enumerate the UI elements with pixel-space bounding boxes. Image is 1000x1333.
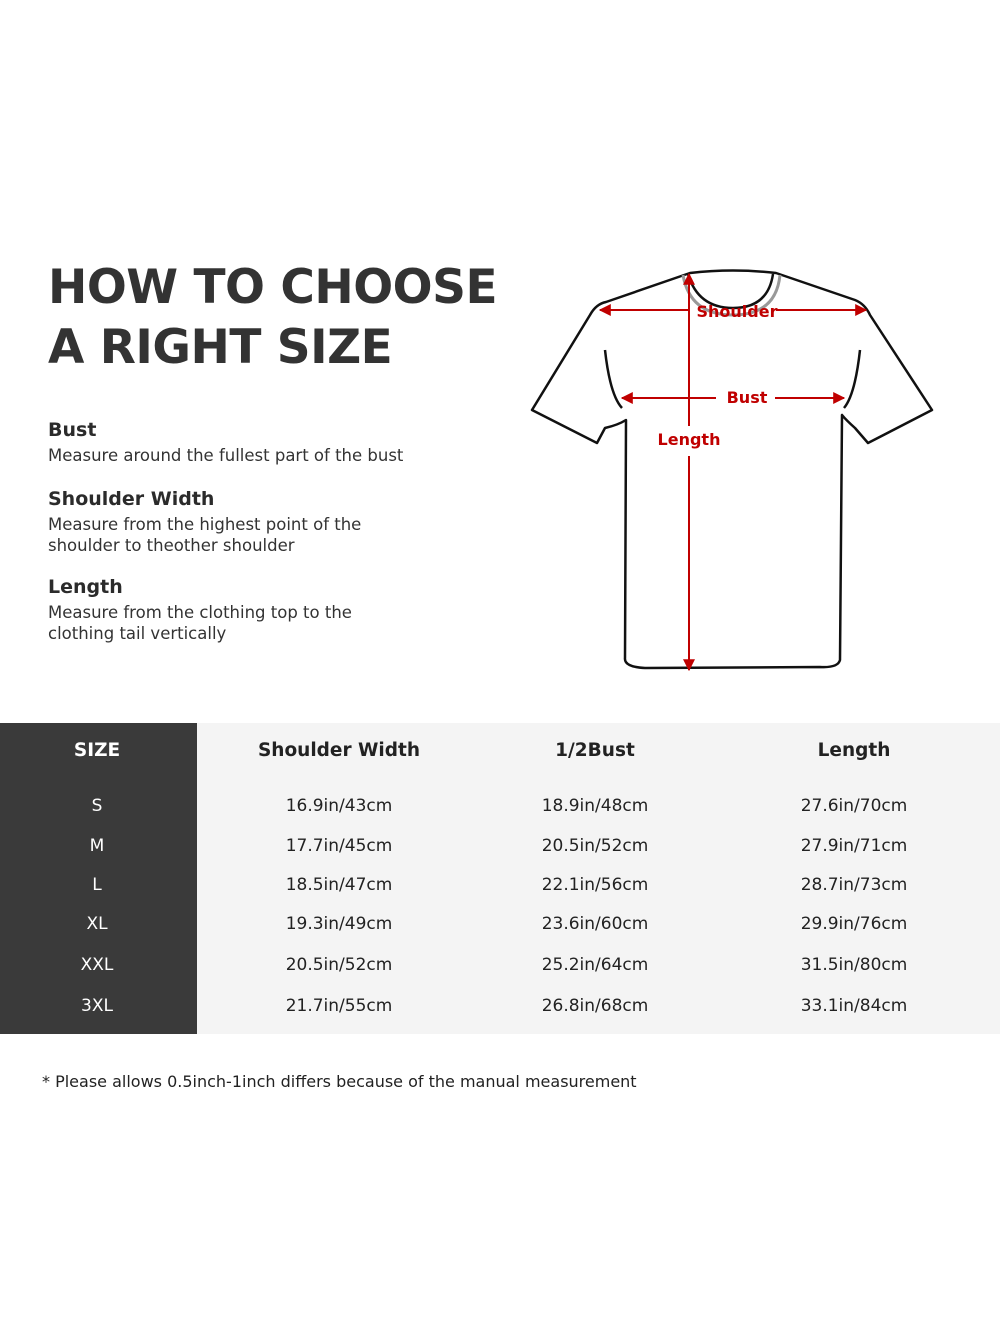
table-cell: 20.5in/52cm	[541, 836, 649, 856]
definition-length: Length Measure from the clothing top to …	[48, 574, 352, 644]
length-label: Length	[658, 430, 721, 449]
table-cell: 23.6in/60cm	[541, 914, 649, 934]
title-line-1: HOW TO CHOOSE	[48, 260, 498, 315]
title-line-2: A RIGHT SIZE	[48, 320, 393, 375]
definition-term: Length	[48, 576, 123, 598]
definition-shoulder-width: Shoulder Width Measure from the highest …	[48, 486, 361, 556]
column-header: Length	[817, 740, 891, 761]
column-header: Shoulder Width	[257, 740, 421, 761]
tshirt-diagram: Shoulder Bust Length	[530, 269, 934, 672]
size-table: SIZE Shoulder Width 1/2Bust Length S 16.9in/4…	[0, 723, 1000, 1034]
size-label: 3XL	[81, 996, 113, 1016]
table-cell: 26.8in/68cm	[541, 996, 649, 1016]
table-cell: 17.7in/45cm	[285, 836, 393, 856]
table-cell: 16.9in/43cm	[285, 796, 393, 816]
size-label: S	[91, 796, 103, 816]
definition-term: Bust	[48, 419, 97, 441]
measurement-arrows	[598, 272, 868, 672]
table-cell: 27.6in/70cm	[800, 796, 908, 816]
table-cell: 19.3in/49cm	[285, 914, 393, 934]
table-cell: 33.1in/84cm	[800, 996, 908, 1016]
table-cell: 27.9in/71cm	[800, 836, 908, 856]
table-cell: 29.9in/76cm	[800, 914, 908, 934]
size-label: XL	[86, 914, 108, 934]
table-cell: 22.1in/56cm	[541, 875, 649, 895]
bust-label: Bust	[727, 388, 768, 407]
size-label: XXL	[80, 955, 114, 975]
table-cell: 21.7in/55cm	[285, 996, 393, 1016]
table-cell: 18.9in/48cm	[541, 796, 649, 816]
definition-bust: Bust Measure around the fullest part of …	[48, 417, 403, 466]
shoulder-label: Shoulder	[697, 302, 778, 321]
tshirt-outline	[530, 269, 934, 670]
table-cell: 28.7in/73cm	[800, 875, 908, 895]
table-cell: 20.5in/52cm	[285, 955, 393, 975]
table-cell: 31.5in/80cm	[800, 955, 908, 975]
definition-term: Shoulder Width	[48, 488, 215, 510]
column-header: SIZE	[73, 740, 121, 761]
size-label: M	[89, 836, 105, 856]
definition-text: Measure from the clothing top to the clot…	[48, 603, 352, 643]
column-header: 1/2Bust	[555, 740, 635, 761]
table-cell: 25.2in/64cm	[541, 955, 649, 975]
table-cell: 18.5in/47cm	[285, 875, 393, 895]
measurement-note: * Please allows 0.5inch-1inch differs be…	[42, 1072, 637, 1091]
size-label: L	[92, 875, 102, 895]
page-title: HOW TO CHOOSE A RIGHT SIZE	[48, 258, 498, 378]
definition-text: Measure around the fullest part of the b…	[48, 446, 404, 465]
definition-text: Measure from the highest point of the sho…	[48, 515, 362, 555]
size-column	[0, 723, 197, 1034]
